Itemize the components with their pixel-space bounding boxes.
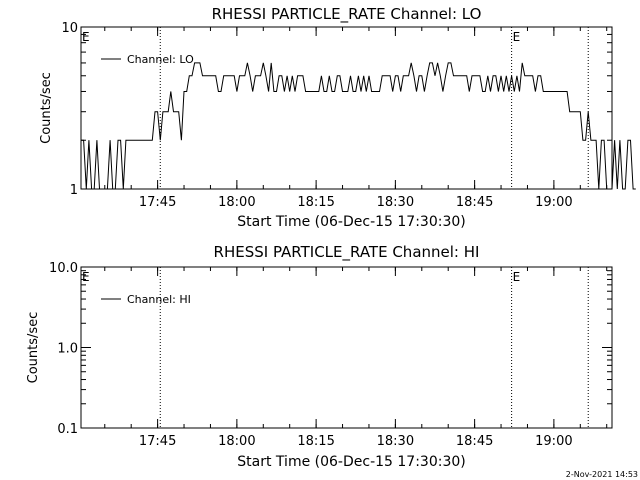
legend-entry: Channel: LO <box>127 53 194 66</box>
y-axis-label: Counts/sec <box>26 312 41 384</box>
x-tick-label: 19:00 <box>535 434 572 449</box>
y-tick-label: 10 <box>61 21 78 36</box>
x-axis-label: Start Time (06-Dec-15 17:30:30) <box>237 214 465 230</box>
x-axis-label: Start Time (06-Dec-15 17:30:30) <box>237 454 465 470</box>
panel-lo: RHESSI PARTICLE_RATE Channel: LO Start Ti… <box>39 5 636 230</box>
x-tick-label: 18:45 <box>456 195 493 210</box>
x-tick-label: 18:30 <box>377 434 414 449</box>
event-marker: E <box>513 30 521 44</box>
x-tick-label: 18:30 <box>377 195 414 210</box>
event-marker: E <box>82 270 90 284</box>
x-tick-label: 18:00 <box>218 434 255 449</box>
chart-title: RHESSI PARTICLE_RATE Channel: LO <box>212 5 482 24</box>
panel-hi: RHESSI PARTICLE_RATE Channel: HI Start Ti… <box>26 243 613 470</box>
x-tick-label: 18:15 <box>297 434 334 449</box>
footer-timestamp: 2-Nov-2021 14:53 <box>566 470 638 479</box>
event-marker: E <box>82 30 90 44</box>
plot-frame <box>80 26 613 190</box>
x-tick-label: 18:45 <box>456 434 493 449</box>
y-axis-label: Counts/sec <box>39 72 54 144</box>
x-tick-label: 18:00 <box>218 195 255 210</box>
x-tick-label: 17:45 <box>139 434 176 449</box>
y-tick-label: 1.0 <box>57 342 78 357</box>
y-tick-label: 10.0 <box>49 261 78 276</box>
legend-entry: Channel: HI <box>127 293 191 306</box>
y-tick-label: 0.1 <box>57 422 78 437</box>
y-tick-label: 1 <box>70 183 78 198</box>
event-marker: E <box>513 270 521 284</box>
x-tick-label: 17:45 <box>139 195 176 210</box>
series-line-lo <box>81 62 636 190</box>
x-tick-label: 18:15 <box>297 195 334 210</box>
x-tick-label: 19:00 <box>535 195 572 210</box>
chart-title: RHESSI PARTICLE_RATE Channel: HI <box>214 243 480 262</box>
